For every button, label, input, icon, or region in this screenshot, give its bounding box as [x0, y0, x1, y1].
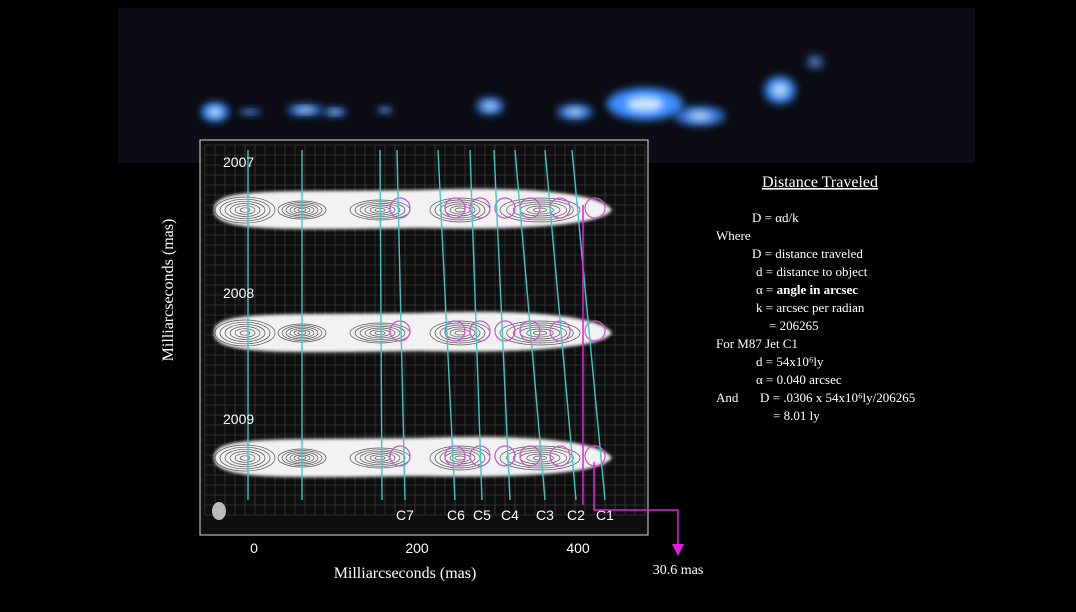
- blob-core: [208, 107, 222, 117]
- y-axis-label: Milliarcseconds (mas): [160, 219, 177, 362]
- jet-envelope: [214, 312, 612, 352]
- slide: 2007 2008 2009 C7C6C5C4C3C2C1 0 200 400 …: [0, 0, 1076, 612]
- x-axis-label: Milliarcseconds (mas): [334, 565, 477, 582]
- panel-line: = 8.01 ly: [773, 408, 820, 423]
- panel-title: Distance Traveled: [762, 174, 878, 191]
- panel-line: k = arcsec per radian: [756, 300, 865, 315]
- offset-label: 30.6 mas: [653, 563, 704, 578]
- component-label: C2: [567, 507, 585, 523]
- beam: [212, 502, 226, 520]
- x-tick-label: 200: [405, 540, 429, 556]
- component-label: C4: [501, 507, 519, 523]
- blob-core: [566, 108, 584, 116]
- panel-line: α = 0.040 arcsec: [756, 372, 842, 387]
- panel-line: α = angle in arcsec: [756, 282, 858, 297]
- panel-line: For M87 Jet C1: [716, 336, 798, 351]
- panel-text-bold: angle in arcsec: [777, 282, 859, 297]
- blob-core: [688, 111, 713, 121]
- blob-core: [483, 102, 497, 111]
- panel-line: D = distance traveled: [752, 246, 863, 261]
- component-label: C6: [447, 507, 465, 523]
- blob-core: [772, 83, 788, 97]
- panel-line: D = αd/k: [752, 210, 799, 225]
- epoch-label: 2009: [223, 411, 254, 427]
- jet-envelope: [214, 189, 612, 229]
- epoch-label: 2008: [223, 285, 254, 301]
- blob-core: [329, 110, 341, 115]
- component-label: C3: [536, 507, 554, 523]
- blob-core: [296, 107, 314, 113]
- blob-core: [626, 96, 664, 112]
- blob-core: [244, 110, 256, 114]
- panel-line: Where: [716, 228, 751, 243]
- x-tick-label: 0: [250, 540, 258, 556]
- panel-text: α =: [756, 282, 777, 297]
- component-label: C5: [473, 507, 491, 523]
- epoch-label: 2007: [223, 154, 254, 170]
- panel-line: And: [716, 390, 739, 405]
- panel-line: d = distance to object: [756, 264, 868, 279]
- blob-core: [810, 58, 820, 66]
- panel-line: d = 54x10⁶ly: [756, 354, 824, 369]
- panel-line: D = .0306 x 54x10⁶ly/206265: [760, 390, 915, 405]
- panel-line: = 206265: [769, 318, 819, 333]
- jet-envelope: [214, 437, 612, 477]
- x-tick-label: 400: [566, 540, 590, 556]
- component-label: C7: [396, 507, 414, 523]
- blob-core: [381, 108, 389, 112]
